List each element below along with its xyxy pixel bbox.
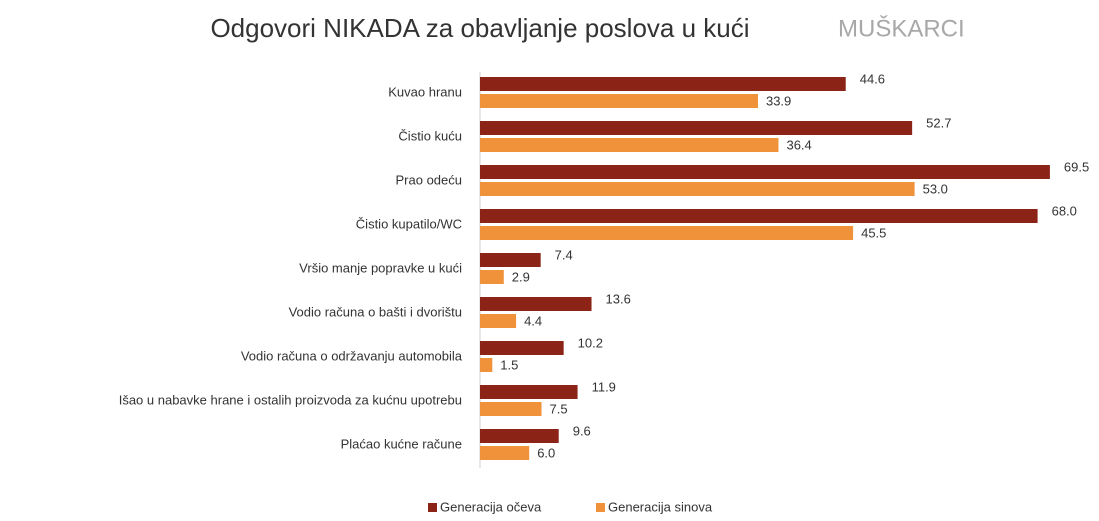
legend-label: Generacija sinova	[608, 499, 713, 514]
bar	[480, 446, 530, 460]
y-tick-label: Prao odeću	[396, 172, 463, 187]
data-label: 4.4	[524, 313, 542, 328]
bar	[480, 138, 779, 152]
data-label: 53.0	[923, 181, 948, 196]
data-label: 13.6	[606, 291, 631, 306]
bar	[480, 385, 578, 399]
data-label: 11.9	[592, 379, 616, 394]
data-label: 45.5	[861, 225, 886, 240]
y-tick-label: Kuvao hranu	[388, 84, 462, 99]
y-tick-label: Plaćao kućne račune	[341, 436, 462, 451]
chart-title: Odgovori NIKADA za obavljanje poslova u …	[210, 13, 749, 43]
bar	[480, 226, 854, 240]
data-label: 33.9	[766, 93, 791, 108]
bar	[480, 341, 564, 355]
data-label: 10.2	[578, 335, 603, 350]
data-label: 6.0	[537, 445, 555, 460]
bar	[480, 94, 758, 108]
legend-label: Generacija očeva	[440, 499, 542, 514]
y-tick-label: Vodio računa o održavanju automobila	[241, 348, 463, 363]
data-label: 68.0	[1052, 203, 1077, 218]
y-tick-label: Čistio kupatilo/WC	[356, 216, 462, 231]
y-tick-label: Išao u nabavke hrane i ostalih proizvoda…	[119, 392, 462, 407]
data-label: 2.9	[512, 269, 530, 284]
data-label: 69.5	[1064, 159, 1089, 174]
y-tick-label: Čistio kuću	[398, 128, 462, 143]
data-label: 9.6	[573, 423, 591, 438]
y-tick-label: Vodio računa o bašti i dvorištu	[289, 304, 462, 319]
bar	[480, 358, 493, 372]
chart-subtitle: MUŠKARCI	[838, 14, 965, 42]
bar	[480, 429, 559, 443]
data-label: 52.7	[926, 115, 951, 130]
data-label: 36.4	[786, 137, 811, 152]
data-label: 1.5	[500, 357, 518, 372]
bar	[480, 402, 542, 416]
bar	[480, 182, 915, 196]
data-label: 7.5	[550, 401, 568, 416]
bar	[480, 270, 504, 284]
bar	[480, 209, 1038, 223]
data-label: 44.6	[860, 71, 885, 86]
legend-swatch	[428, 503, 437, 512]
data-label: 7.4	[555, 247, 573, 262]
bar	[480, 121, 913, 135]
legend-swatch	[596, 503, 605, 512]
bar	[480, 77, 846, 91]
bar	[480, 253, 541, 267]
y-tick-label: Vršio manje popravke u kući	[299, 260, 462, 275]
bar	[480, 165, 1050, 179]
bar	[480, 297, 592, 311]
bar	[480, 314, 517, 328]
